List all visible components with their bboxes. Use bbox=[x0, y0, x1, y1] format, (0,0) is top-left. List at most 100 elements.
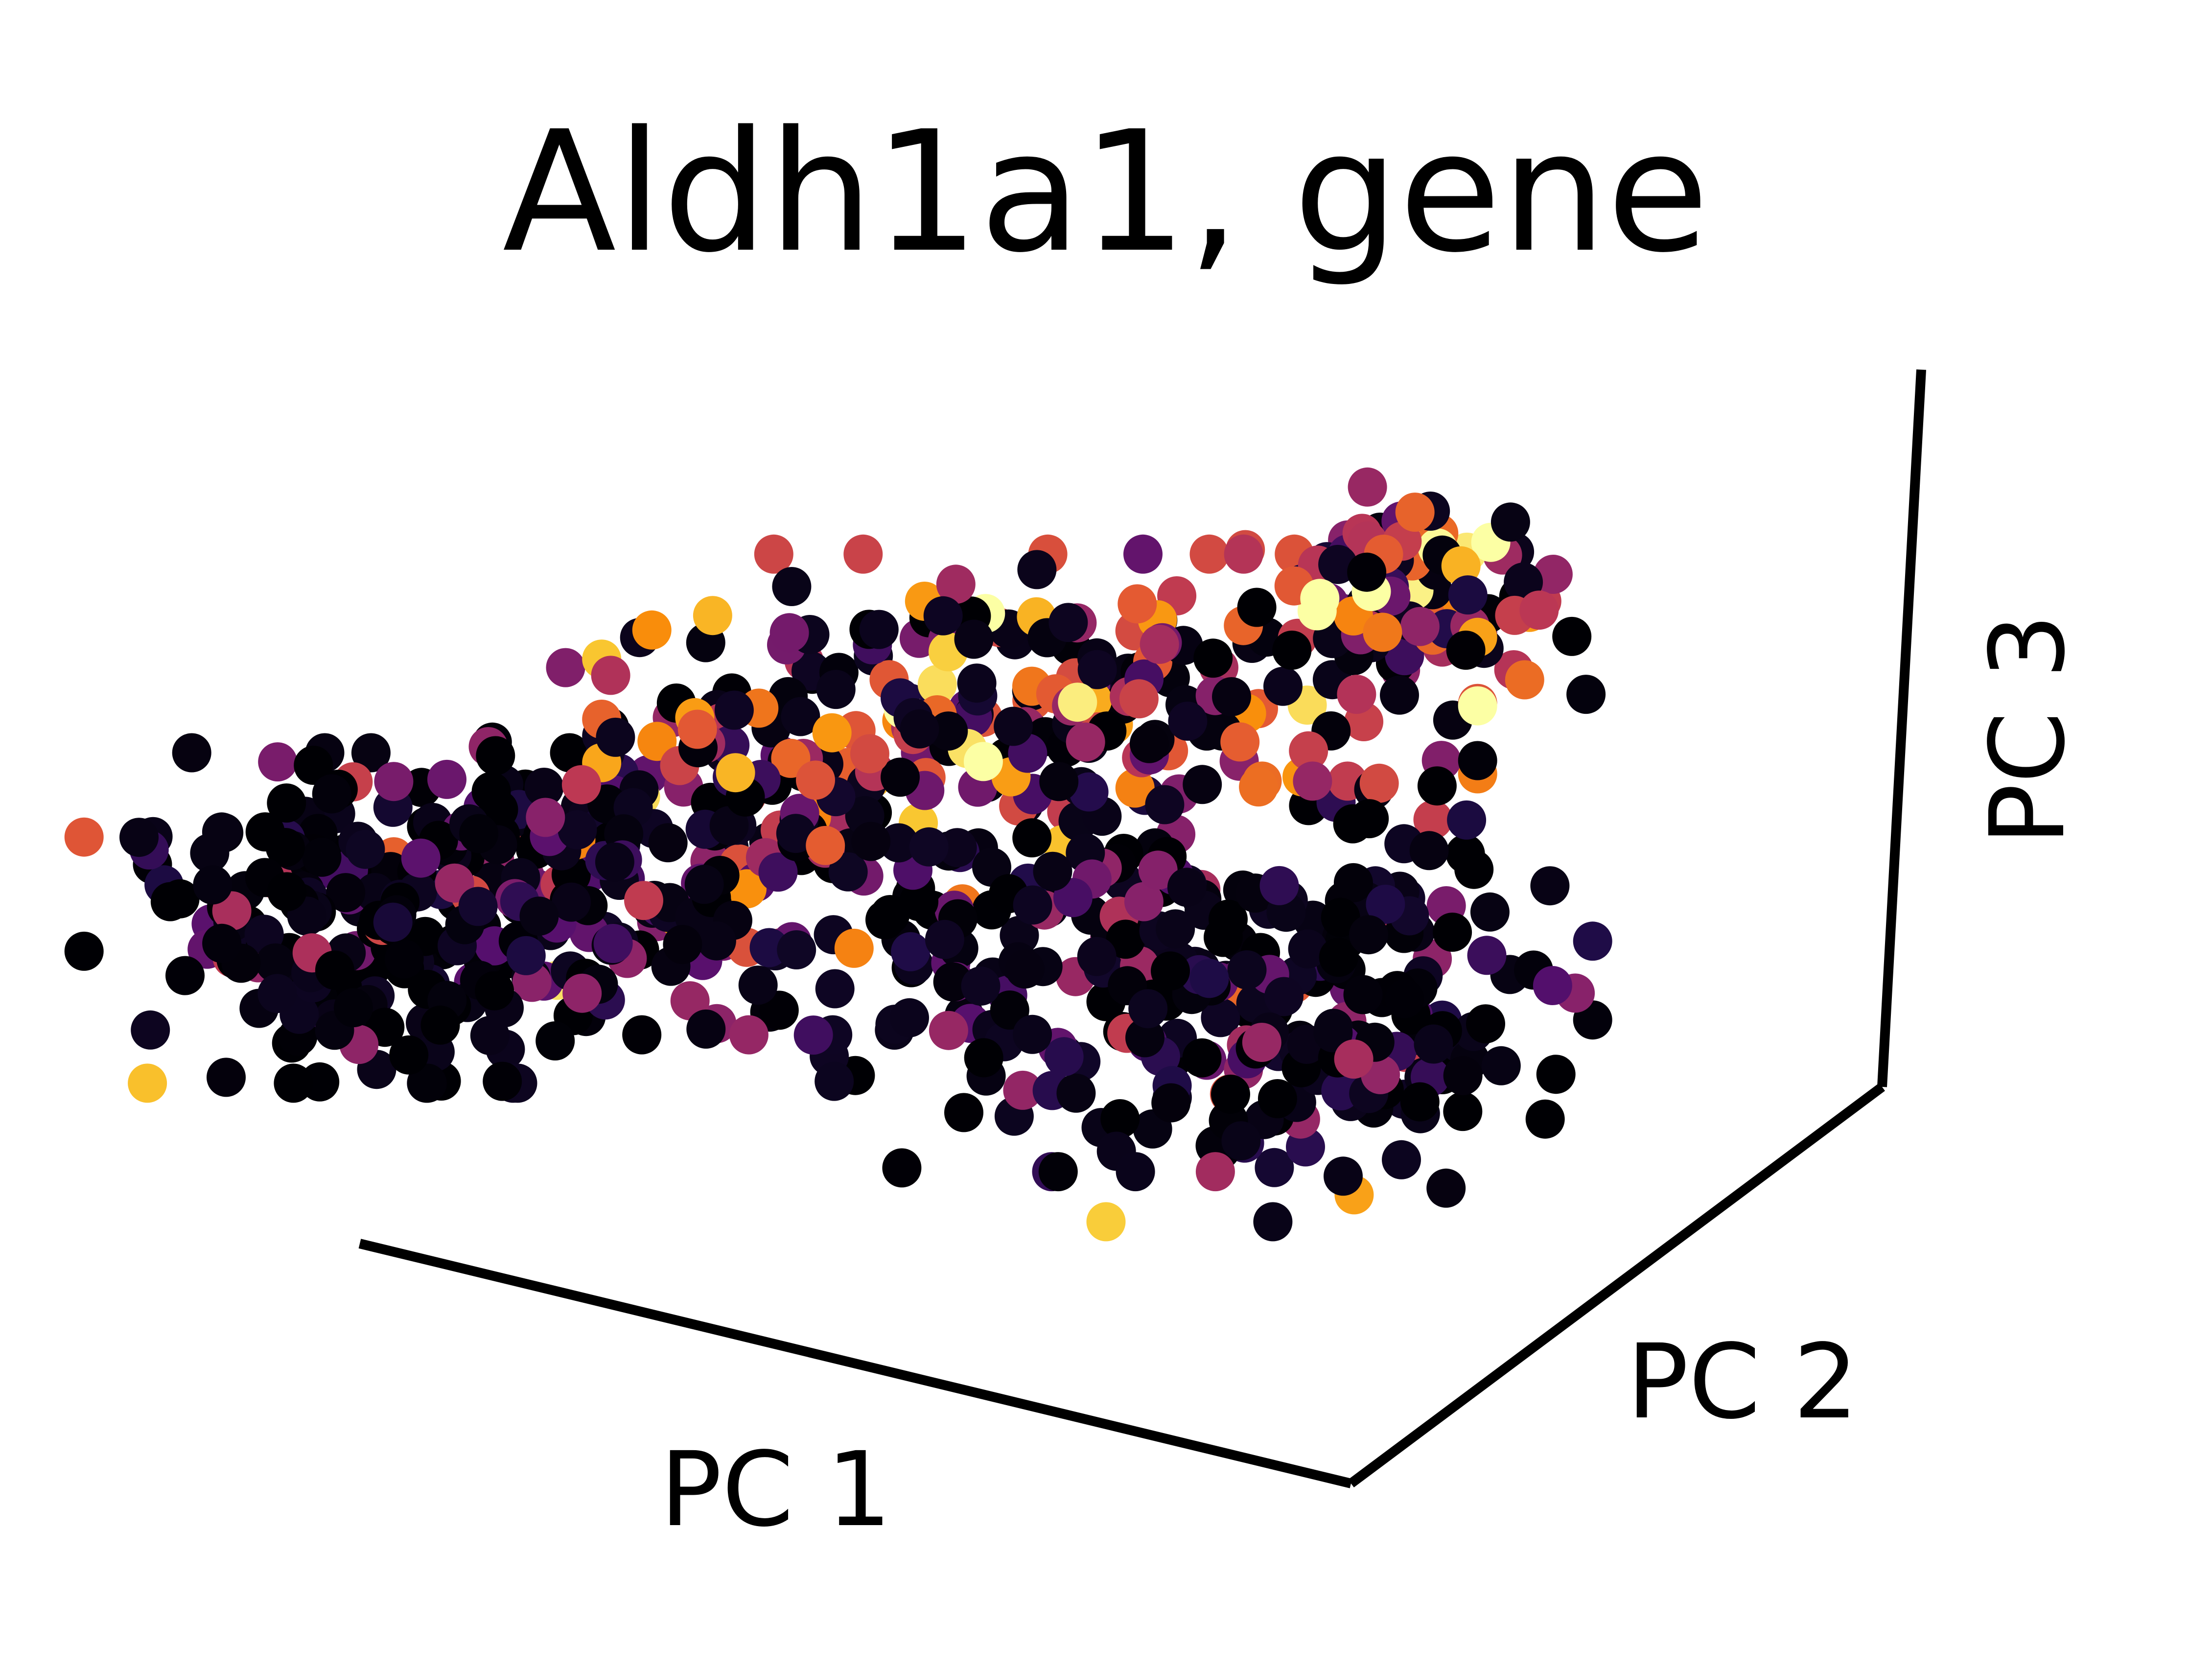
scatter-point bbox=[1413, 800, 1453, 840]
scatter-point bbox=[483, 1061, 522, 1101]
scatter-point bbox=[1182, 1038, 1222, 1078]
scatter-point bbox=[1220, 722, 1260, 762]
scatter-point bbox=[1140, 625, 1179, 664]
scatter-point bbox=[258, 742, 298, 782]
scatter-point bbox=[1119, 679, 1159, 719]
scatter-point bbox=[550, 733, 589, 773]
scatter-point bbox=[776, 814, 815, 853]
scatter-point bbox=[1115, 768, 1155, 808]
scatter-point bbox=[1321, 897, 1360, 937]
scatter-point bbox=[900, 709, 939, 749]
scatter-point bbox=[769, 613, 809, 653]
scatter-point bbox=[1151, 951, 1190, 991]
scatter-point bbox=[333, 988, 373, 1028]
scatter-point bbox=[1056, 1073, 1096, 1113]
scatter-point bbox=[1201, 998, 1240, 1037]
scatter-point bbox=[923, 596, 963, 635]
scatter-point bbox=[1193, 638, 1233, 678]
scatter-point bbox=[475, 971, 514, 1011]
scatter-point bbox=[816, 670, 856, 709]
scatter-point bbox=[772, 567, 812, 606]
scatter-point bbox=[596, 717, 635, 757]
scatter-point bbox=[190, 833, 230, 873]
scatter-point bbox=[1039, 762, 1079, 801]
scatter-point bbox=[1349, 915, 1388, 955]
scatter-point bbox=[1490, 502, 1530, 542]
scatter-point bbox=[476, 736, 515, 776]
scatter-point bbox=[944, 1093, 983, 1132]
scatter-point bbox=[351, 733, 391, 773]
pc3-axis-label: PC 3 bbox=[1968, 613, 2088, 846]
scatter-point bbox=[346, 829, 385, 869]
scatter-point bbox=[929, 711, 968, 751]
scatter-point bbox=[1221, 1121, 1261, 1161]
scatter-point bbox=[558, 810, 597, 849]
scatter-point bbox=[389, 1035, 429, 1075]
scatter-point bbox=[519, 896, 559, 936]
scatter-point bbox=[1337, 675, 1376, 714]
scatter-point bbox=[595, 842, 634, 882]
scatter-point bbox=[1212, 677, 1251, 716]
scatter-point bbox=[131, 1010, 170, 1050]
scatter-point bbox=[1519, 590, 1559, 630]
scatter-point bbox=[865, 900, 905, 940]
scatter-point bbox=[1481, 1046, 1521, 1085]
scatter-point bbox=[1530, 866, 1570, 906]
scatter-point bbox=[754, 534, 793, 574]
scatter-point bbox=[1446, 631, 1486, 670]
scatter-point bbox=[160, 879, 200, 918]
scatter-point bbox=[1334, 1039, 1374, 1079]
scatter-point bbox=[1400, 1082, 1440, 1122]
scatter-point bbox=[312, 774, 351, 814]
scatter-point bbox=[373, 902, 413, 942]
chart-title: Aldh1a1, gene bbox=[502, 95, 1709, 289]
scatter-point bbox=[1458, 741, 1497, 780]
scatter-point bbox=[1259, 866, 1299, 905]
scatter-point bbox=[1454, 849, 1494, 889]
scatter-point bbox=[1448, 575, 1488, 615]
scatter-point bbox=[1077, 937, 1117, 976]
scatter-point bbox=[793, 1015, 833, 1055]
scatter-point bbox=[1257, 1079, 1297, 1118]
scatter-point bbox=[624, 881, 663, 920]
scatter-point bbox=[546, 648, 585, 687]
scatter-point bbox=[828, 852, 868, 892]
scatter-point bbox=[536, 1021, 575, 1060]
scatter-point bbox=[267, 872, 307, 912]
scatter-point bbox=[1333, 804, 1373, 844]
scatter-point bbox=[1433, 913, 1472, 952]
scatter-point bbox=[128, 1063, 167, 1103]
scatter-point bbox=[954, 619, 994, 659]
scatter-point bbox=[326, 873, 366, 913]
scatter-point bbox=[1255, 1148, 1294, 1187]
scatter-point bbox=[777, 930, 816, 969]
pc1-axis-label: PC 1 bbox=[660, 1430, 892, 1550]
scatter-point bbox=[119, 818, 159, 857]
scatter-point bbox=[172, 733, 211, 773]
scatter-point bbox=[925, 919, 964, 959]
scatter-point bbox=[420, 1005, 460, 1045]
scatter-point bbox=[1533, 555, 1573, 594]
scatter-point bbox=[1264, 977, 1304, 1016]
scatter-point bbox=[1443, 1056, 1483, 1095]
scatter-point bbox=[1443, 1092, 1483, 1131]
pc2-axis-line bbox=[1348, 1083, 1885, 1488]
scatter-point bbox=[1288, 929, 1327, 969]
scatter-point bbox=[663, 925, 702, 965]
scatter-point bbox=[859, 610, 899, 649]
scatter-point bbox=[374, 762, 414, 801]
scatter-point bbox=[693, 596, 732, 635]
scatter-point bbox=[1156, 909, 1195, 949]
scatter-point bbox=[1209, 899, 1248, 939]
scatter-point bbox=[714, 690, 754, 730]
scatter-point bbox=[64, 817, 104, 857]
scatter-point bbox=[294, 746, 333, 785]
scatter-point bbox=[1168, 702, 1208, 741]
scatter-point bbox=[957, 663, 997, 703]
scatter-point bbox=[193, 865, 233, 905]
scatter-point bbox=[1385, 979, 1424, 1018]
scatter-point bbox=[758, 852, 798, 892]
scatter-point bbox=[1003, 1070, 1043, 1110]
scatter-point bbox=[1066, 722, 1105, 762]
scatter-point bbox=[684, 865, 724, 904]
